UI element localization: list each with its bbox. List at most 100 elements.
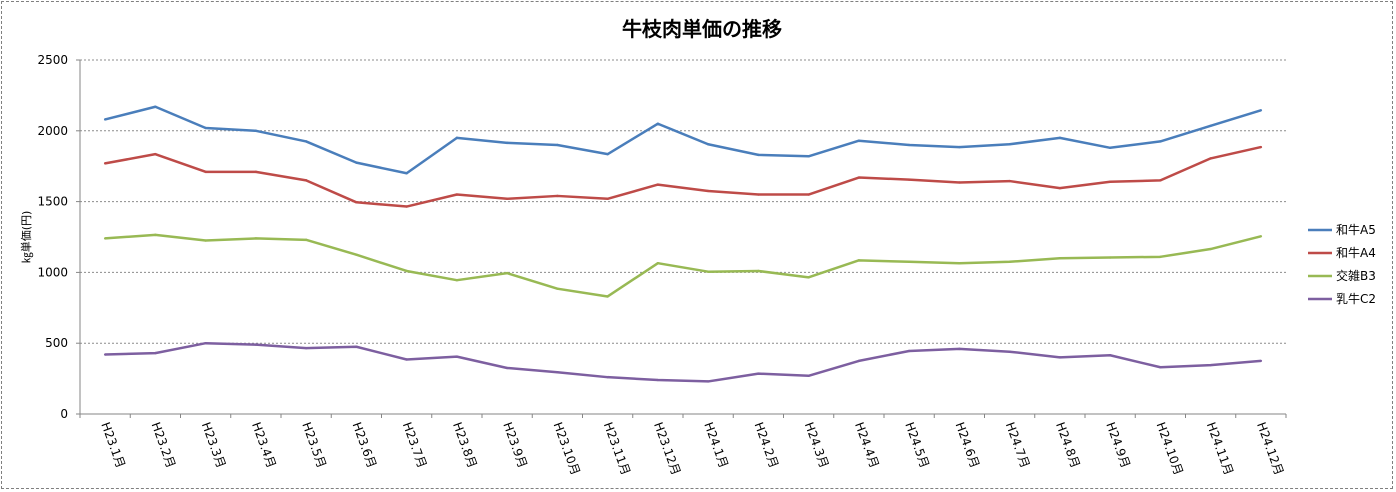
data-point (103, 353, 107, 356)
series-lines (103, 105, 1263, 383)
x-tick-label: H23.10月 (551, 420, 583, 477)
data-point (606, 295, 609, 298)
data-point (857, 176, 861, 179)
data-point (1259, 109, 1263, 112)
data-point (958, 261, 961, 265)
x-tick-label: H23.12月 (651, 420, 683, 477)
data-point (807, 374, 810, 377)
x-tick-label: H24.11月 (1204, 420, 1236, 477)
data-point (204, 126, 207, 130)
data-point (807, 276, 810, 279)
chart-title: 牛枝肉単価の推移 (622, 17, 782, 41)
data-point (1108, 146, 1112, 149)
data-point (254, 343, 258, 346)
data-point (405, 205, 408, 208)
data-point (1058, 356, 1062, 359)
data-point (204, 342, 207, 345)
data-point (154, 233, 157, 237)
legend: 和牛A5 和牛A4 交雑B3 乳牛C2 (1308, 222, 1376, 306)
series-line (105, 233, 1262, 298)
data-point (556, 143, 559, 147)
data-point (254, 170, 258, 174)
y-tick-label: 2000 (37, 124, 68, 138)
data-point (606, 197, 609, 200)
data-point (1159, 255, 1162, 259)
data-point (958, 347, 961, 351)
data-point (1159, 179, 1162, 182)
data-point (556, 194, 559, 198)
data-point (103, 118, 107, 121)
x-tick-label: H23.9月 (500, 420, 529, 470)
data-point (1008, 143, 1011, 146)
data-point (1008, 350, 1011, 353)
data-point (505, 366, 509, 370)
x-tick-label: H23.6月 (350, 420, 379, 470)
data-point (606, 152, 609, 156)
data-point (1008, 179, 1011, 183)
data-point (757, 193, 760, 196)
data-point (807, 193, 810, 196)
data-point (656, 183, 660, 186)
data-point (907, 349, 911, 353)
data-point (1058, 136, 1062, 140)
series-line (105, 341, 1261, 383)
data-point (355, 201, 358, 204)
data-point (455, 355, 459, 358)
data-point (154, 152, 157, 156)
data-point (1008, 260, 1011, 263)
data-point (505, 141, 509, 145)
legend-item: 和牛A5 (1308, 222, 1376, 237)
series-2 (103, 145, 1263, 208)
series-line (104, 105, 1262, 175)
x-tick-label: H24.3月 (802, 420, 831, 470)
data-point (304, 179, 308, 182)
legend-item: 交雑B3 (1308, 268, 1376, 283)
data-point (455, 193, 459, 196)
data-point (405, 172, 408, 175)
x-tick-label: H24.5月 (902, 420, 931, 470)
data-point (154, 351, 157, 355)
data-point (455, 136, 459, 140)
data-point (1259, 145, 1263, 149)
data-point (706, 270, 710, 273)
data-point (656, 378, 660, 382)
series-line (104, 145, 1262, 208)
data-point (556, 371, 559, 374)
data-point (304, 346, 308, 350)
x-tick-label: H24.9月 (1103, 420, 1132, 470)
data-point (606, 375, 609, 379)
data-point (958, 145, 961, 149)
data-point (355, 345, 358, 348)
x-tick-label: H23.2月 (149, 420, 178, 470)
x-tick-label: H24.6月 (953, 420, 982, 470)
gridlines (80, 59, 1286, 344)
data-point (1209, 124, 1212, 128)
axes: ㎏単価(円) (19, 59, 1287, 418)
data-point (907, 178, 911, 181)
data-point (355, 253, 358, 256)
data-point (757, 372, 760, 375)
series-1 (103, 105, 1263, 175)
data-point (505, 197, 509, 200)
data-point (807, 155, 810, 158)
legend-item: 和牛A4 (1308, 245, 1376, 260)
data-point (1209, 363, 1212, 367)
data-point (757, 153, 760, 157)
data-point (505, 271, 509, 275)
data-point (1259, 359, 1263, 363)
series-3 (103, 233, 1263, 298)
data-point (204, 239, 207, 242)
x-tick-label: H24.1月 (701, 420, 730, 470)
y-tick-label: 2500 (37, 53, 68, 67)
x-tick-label: H24.8月 (1053, 420, 1082, 470)
y-tick-label: 1500 (37, 195, 68, 209)
x-tick-label: H24.7月 (1003, 420, 1032, 470)
data-point (857, 359, 861, 363)
x-tick-label: H23.11月 (601, 420, 633, 477)
x-tick-label: H23.8月 (450, 420, 479, 470)
y-tick-labels: 0 500 1000 1500 2000 2500 (37, 53, 68, 421)
data-point (958, 181, 961, 184)
x-tick-label: H24.2月 (752, 420, 781, 470)
x-tick-label: H24.10月 (1154, 420, 1186, 477)
